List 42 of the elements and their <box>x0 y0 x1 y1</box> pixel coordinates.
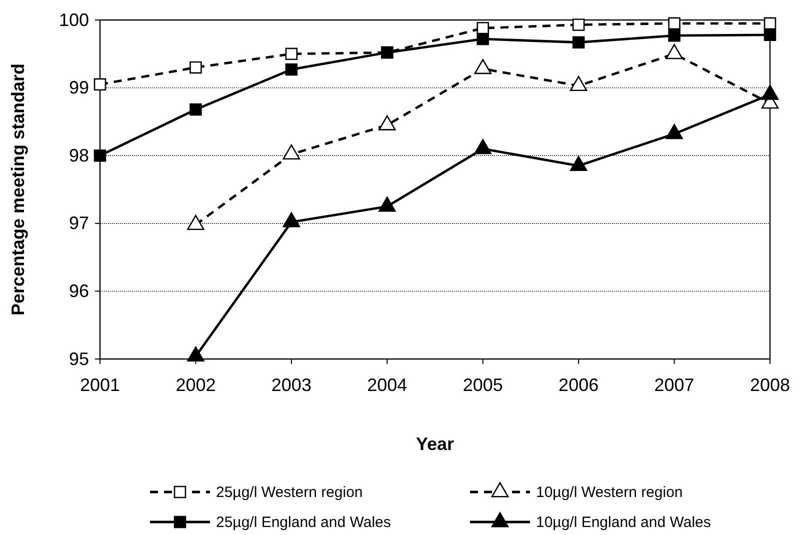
point <box>666 124 683 140</box>
x-tick-label: 2004 <box>367 374 408 395</box>
x-tick-label: 2003 <box>271 374 312 395</box>
point <box>190 61 202 74</box>
point <box>570 156 588 172</box>
point <box>94 78 106 91</box>
point <box>761 84 779 100</box>
legend-label: 25µg/l England and Wales <box>216 514 391 531</box>
x-tick-label: 2001 <box>80 374 120 395</box>
y-axis-title: Percentage meeting standard <box>8 63 28 316</box>
y-tick-label: 96 <box>68 280 89 301</box>
point <box>282 212 300 228</box>
y-tick-label: 97 <box>68 213 89 234</box>
y-tick-label: 95 <box>68 348 89 369</box>
point <box>378 196 396 212</box>
point <box>190 103 202 116</box>
point <box>572 18 585 31</box>
y-tick-label: 100 <box>58 10 89 30</box>
point <box>378 115 396 130</box>
x-tick-label: 2008 <box>750 374 790 395</box>
point <box>285 48 298 60</box>
x-tick-label: 2005 <box>462 374 503 395</box>
point <box>474 138 492 154</box>
point <box>764 28 776 42</box>
point <box>572 36 585 48</box>
point <box>282 144 300 160</box>
x-tick-label: 2006 <box>558 374 599 395</box>
point <box>668 29 680 42</box>
legend-label: 25µg/l Western region <box>216 484 363 501</box>
point <box>476 32 489 46</box>
point <box>764 17 776 30</box>
x-tick-label: 2007 <box>654 374 694 395</box>
y-tick-label: 99 <box>68 78 89 98</box>
point <box>668 17 680 30</box>
point <box>187 214 204 230</box>
y-tick-label: 98 <box>68 145 89 166</box>
legend-label: 10µg/l England and Wales <box>536 514 711 531</box>
point <box>570 76 588 92</box>
legend-label: 10µg/l Western region <box>536 484 683 501</box>
x-axis-title: Year <box>416 434 454 454</box>
point <box>285 63 298 76</box>
x-tick-label: 2002 <box>176 374 216 395</box>
